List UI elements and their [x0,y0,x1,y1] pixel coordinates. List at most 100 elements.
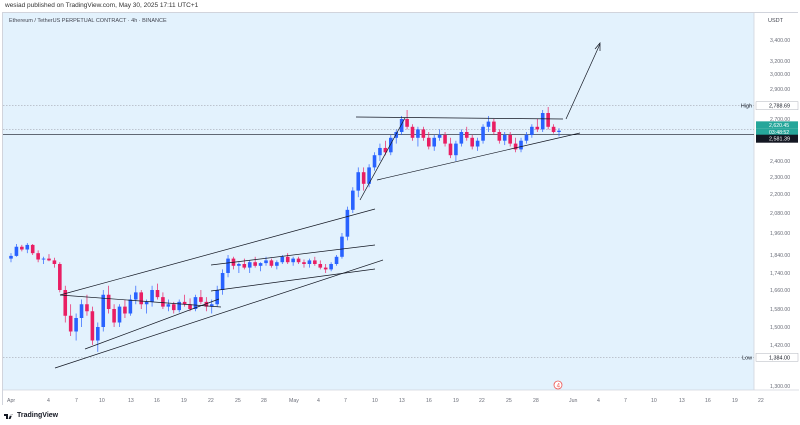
candle-body [275,262,279,266]
candle-body [58,264,62,290]
upper-price-tag [756,121,798,129]
candle-body [378,147,382,156]
x-tick-label: 22 [758,398,764,404]
candle-body [551,126,556,132]
chart-frame[interactable]: Ethereum / TetherUS PERPETUAL CONTRACT ·… [2,12,799,406]
x-tick-label: Apr [7,398,15,404]
candle-body [367,167,371,184]
candle-body [258,263,263,266]
current-price-tag [756,134,798,143]
candle-body [101,294,106,327]
high-price-tag [755,101,799,110]
projection-line[interactable] [565,43,601,120]
candle-body [144,301,149,305]
y-tick-label: 2,200.00 [770,192,790,198]
candle-body [79,304,84,318]
x-tick-label: May [289,398,299,404]
candle-body [161,297,165,307]
x-tick-label: 13 [128,398,134,404]
x-tick-label: 7 [624,398,627,404]
support-line[interactable] [376,132,581,181]
candle-body [481,126,485,141]
candle-body [74,318,78,332]
y-axis: 1,300.00 1,420.00 1,500.00 1,580.00 1,660.00… [770,38,790,390]
candle-body [508,134,512,144]
candle-body [220,273,225,290]
y-tick-label: 1,840.00 [770,253,790,259]
candle-body [432,137,437,147]
candle-body [459,132,464,144]
y-tick-label: 2,900.00 [770,87,790,93]
y-tick-label: 3,200.00 [770,59,790,65]
y-tick-label: 1,660.00 [770,288,790,294]
candle-body [215,290,219,305]
candle-body [329,264,333,270]
price-chart[interactable]: Ethereum / TetherUS PERPETUAL CONTRACT ·… [3,13,799,406]
candle-body [410,126,415,138]
tradingview-brand: TradingView [17,412,59,419]
candle-body [334,256,339,264]
candle-body [123,306,127,314]
candle-body [204,301,209,307]
chart-background [3,13,754,390]
currency-label: USDT [768,18,784,24]
x-tick-label: 13 [679,398,685,404]
candle-body [36,253,40,260]
countdown-value: 03:48:52 [769,130,789,136]
candle-body [426,137,431,147]
trendline-channel-top[interactable] [59,208,376,296]
x-tick-label: 13 [399,398,405,404]
candle-body [280,256,285,263]
trendline-upper-1[interactable] [59,294,222,308]
trendline-channel-bottom[interactable] [54,259,384,369]
y-tick-label: 1,740.00 [770,271,790,277]
candle-body [242,264,247,268]
candle-body [513,143,518,150]
candle-body [394,132,399,138]
candle-body [90,311,95,341]
resistance-line[interactable] [355,116,564,120]
impulse-line[interactable] [359,117,406,201]
candle-body [166,304,171,307]
candle-body [25,244,30,250]
candle-body [52,260,57,264]
event-icon[interactable]: 4 [553,380,563,390]
candle-body [361,172,366,184]
y-tick-label: 1,580.00 [770,307,790,313]
candle-body [345,209,350,237]
candle-body [296,258,301,263]
candle-body [524,134,529,141]
candle-body [171,304,176,311]
x-tick-label: 10 [651,398,657,404]
x-tick-label: 16 [705,398,711,404]
low-price-tag [755,353,799,362]
candles [9,107,561,352]
x-tick-label: 22 [208,398,214,404]
projection-arrowhead [594,42,601,51]
candle-body [464,132,469,138]
x-tick-label: 28 [261,398,267,404]
candle-body [519,140,523,150]
candle-body [193,297,198,309]
x-axis: Apr 4 7 10 13 16 19 22 25 28 May 4 7 10 13 16 19 22 25 28 Ju… [7,398,764,404]
y-tick-label: 1,500.00 [770,325,790,331]
trendlines [54,42,601,369]
candle-body [20,246,24,250]
trendline-channel-mid[interactable] [84,298,220,350]
flag-bottom[interactable] [210,268,376,292]
candle-body [497,132,502,141]
candle-body [454,143,458,156]
x-tick-label: 4 [47,398,50,404]
candle-body [405,119,409,127]
low-marker-label: Low [742,355,752,361]
candle-body [209,304,214,307]
x-tick-label: 16 [154,398,160,404]
tradingview-logo-icon [4,413,13,419]
flag-top[interactable] [210,244,376,266]
y-tick-label: 3,400.00 [770,38,790,44]
candle-body [150,290,154,302]
x-tick-label: 25 [235,398,241,404]
candle-body [128,299,133,314]
candle-body [318,264,323,268]
